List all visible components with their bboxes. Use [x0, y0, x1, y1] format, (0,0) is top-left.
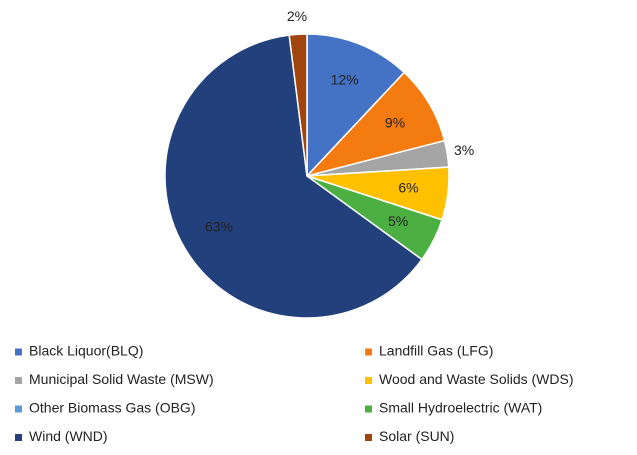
legend-label: Other Biomass Gas (OBG) [29, 400, 195, 416]
data-label: 5% [388, 213, 408, 229]
legend-swatch [15, 377, 22, 384]
pie-slice [304, 71, 446, 178]
legend-swatch [365, 405, 372, 413]
legend-swatch [15, 348, 22, 356]
legend-label: Small Hydroelectric (WAT) [379, 400, 542, 416]
data-label: 9% [385, 115, 405, 131]
data-label: 63% [205, 219, 233, 235]
pie-slice [306, 33, 406, 178]
legend-swatch [15, 405, 22, 413]
legend-swatch [365, 434, 372, 441]
data-label: 2% [287, 8, 307, 24]
legend-label: Municipal Solid Waste (MSW) [29, 371, 214, 387]
legend-label: Black Liquor(BLQ) [29, 343, 143, 359]
legend-swatch [365, 377, 372, 384]
legend-label: Wind (WND) [29, 428, 108, 444]
legend-label: Landfill Gas (LFG) [379, 343, 493, 359]
legend-swatch [15, 434, 22, 441]
legend-label: Wood and Waste Solids (WDS) [379, 371, 574, 387]
data-label: 3% [454, 142, 474, 158]
legend-label: Solar (SUN) [379, 428, 454, 444]
data-label: 12% [331, 72, 359, 88]
pie-slice [164, 34, 423, 319]
pie-slice [288, 33, 308, 177]
data-label: 6% [398, 180, 418, 196]
legend-swatch [365, 348, 372, 356]
